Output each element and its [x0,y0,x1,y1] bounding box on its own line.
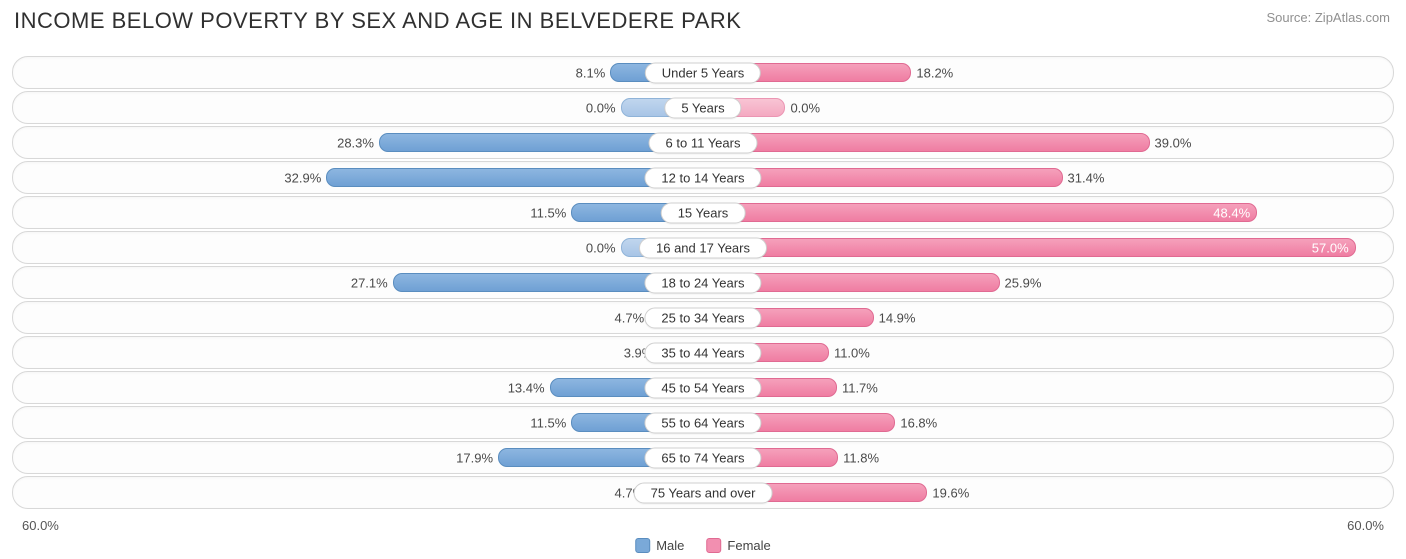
female-bar: 39.0% [703,133,1150,152]
age-group-label: 6 to 11 Years [649,132,758,153]
age-group-label: 5 Years [664,97,741,118]
male-value-label: 8.1% [576,65,612,80]
chart-row: 32.9% 31.4% 12 to 14 Years [12,161,1394,194]
female-value-label: 11.0% [828,345,870,360]
female-value-label: 18.2% [910,65,953,80]
age-group-label: 65 to 74 Years [644,447,761,468]
chart-area: 8.1% 18.2% Under 5 Years 0.0% 0.0% 5 Years 28.… [12,56,1394,511]
female-value-label: 11.7% [836,380,878,395]
male-value-label: 0.0% [586,100,622,115]
chart-row: 11.5% 48.4% 15 Years [12,196,1394,229]
chart-row: 17.9% 11.8% 65 to 74 Years [12,441,1394,474]
chart-row: 0.0% 57.0% 16 and 17 Years [12,231,1394,264]
chart-row: 27.1% 25.9% 18 to 24 Years [12,266,1394,299]
source-attribution: Source: ZipAtlas.com [1266,10,1390,25]
age-group-label: 25 to 34 Years [644,307,761,328]
male-swatch [635,538,650,553]
chart-row: 0.0% 0.0% 5 Years [12,91,1394,124]
age-group-label: 18 to 24 Years [644,272,761,293]
female-value-label: 25.9% [999,275,1042,290]
chart-row: 4.7%14.9%25 to 34 Years [12,301,1394,334]
chart-row: 4.7%19.6%75 Years and over [12,476,1394,509]
axis-max-right: 60.0% [1347,518,1384,533]
chart-title: INCOME BELOW POVERTY BY SEX AND AGE IN B… [14,8,741,34]
chart-row: 28.3%39.0%6 to 11 Years [12,126,1394,159]
female-bar: 48.4% [703,203,1257,222]
chart-row: 3.9%11.0%35 to 44 Years [12,336,1394,369]
female-value-label: 19.6% [926,485,969,500]
female-value-label: 11.8% [837,450,879,465]
age-group-label: 12 to 14 Years [644,167,761,188]
legend-female-label: Female [727,538,770,553]
male-value-label: 13.4% [508,380,551,395]
age-group-label: 35 to 44 Years [644,342,761,363]
female-value-label: 31.4% [1062,170,1105,185]
male-value-label: 11.5% [530,415,572,430]
age-group-label: 16 and 17 Years [639,237,767,258]
female-swatch [706,538,721,553]
legend-male-label: Male [656,538,684,553]
chart-row: 13.4% 11.7% 45 to 54 Years [12,371,1394,404]
legend-male: Male [635,538,684,553]
legend: Male Female [635,538,771,553]
age-group-label: 45 to 54 Years [644,377,761,398]
age-group-label: 75 Years and over [634,482,773,503]
female-value-label: 57.0% [1312,240,1349,255]
female-bar: 57.0% [703,238,1356,257]
age-group-label: 15 Years [661,202,746,223]
axis-max-left: 60.0% [22,518,59,533]
axis-labels: 60.0% 60.0% [22,518,1384,533]
female-value-label: 0.0% [784,100,820,115]
legend-female: Female [706,538,770,553]
female-value-label: 48.4% [1213,205,1250,220]
male-value-label: 27.1% [351,275,394,290]
age-group-label: Under 5 Years [645,62,761,83]
male-value-label: 32.9% [284,170,327,185]
male-value-label: 28.3% [337,135,380,150]
female-value-label: 14.9% [873,310,916,325]
male-value-label: 11.5% [530,205,572,220]
male-value-label: 17.9% [456,450,499,465]
chart-row: 11.5% 16.8% 55 to 64 Years [12,406,1394,439]
female-value-label: 39.0% [1149,135,1192,150]
age-group-label: 55 to 64 Years [644,412,761,433]
female-value-label: 16.8% [894,415,937,430]
male-value-label: 0.0% [586,240,622,255]
chart-row: 8.1% 18.2% Under 5 Years [12,56,1394,89]
